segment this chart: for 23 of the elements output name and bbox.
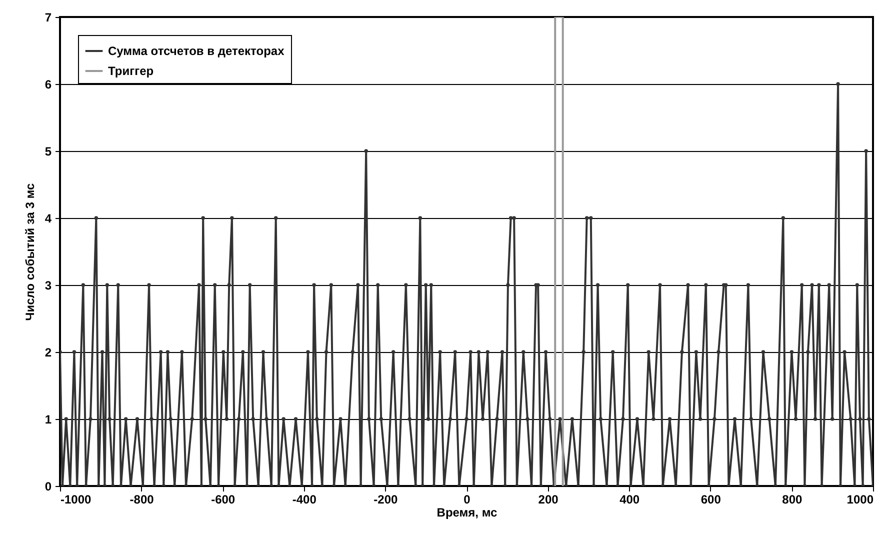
x-axis-title: Время, мс bbox=[436, 506, 498, 520]
x-tick-label: 0 bbox=[464, 492, 471, 506]
x-tick-label: -600 bbox=[211, 492, 236, 506]
y-tick-label: 7 bbox=[44, 10, 52, 24]
legend-label: Сумма отсчетов в детекторах bbox=[108, 44, 285, 58]
y-tick-label: 6 bbox=[44, 78, 52, 92]
y-tick-label: 2 bbox=[44, 346, 52, 360]
x-tick-label: -400 bbox=[292, 492, 317, 506]
y-tick-label: 3 bbox=[44, 278, 52, 292]
x-tick-label: -800 bbox=[130, 492, 154, 506]
y-tick-label: 1 bbox=[44, 412, 52, 426]
x-tick-label: 600 bbox=[700, 492, 722, 506]
y-tick-label: 5 bbox=[44, 144, 52, 158]
x-tick-label: 200 bbox=[538, 492, 559, 506]
y-tick-label: 4 bbox=[44, 212, 52, 226]
y-tick-label: 0 bbox=[44, 480, 52, 494]
x-tick-label: -200 bbox=[374, 492, 398, 506]
y-axis-title: Число событий за 3 мс bbox=[22, 182, 37, 321]
x-tick-label: 1000 bbox=[846, 492, 874, 506]
x-tick-label: 800 bbox=[782, 492, 803, 506]
x-tick-label: -1000 bbox=[60, 492, 92, 506]
x-tick-label: 400 bbox=[620, 492, 640, 506]
legend-label: Триггер bbox=[108, 64, 154, 78]
